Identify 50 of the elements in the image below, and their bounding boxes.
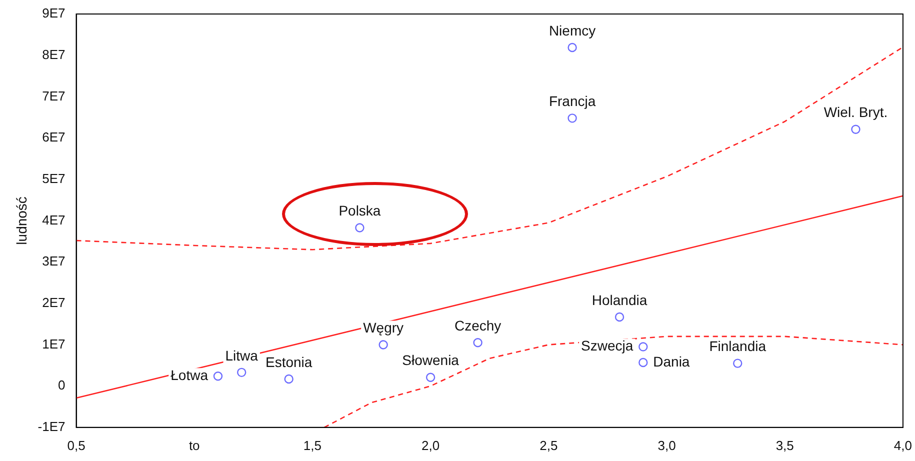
point — [733, 358, 742, 368]
point — [638, 358, 648, 368]
y-tick-label: 4E7 — [42, 212, 66, 228]
point — [213, 372, 223, 381]
x-tick-label: 0,5 — [67, 438, 86, 453]
y-tick-label: 3E7 — [42, 254, 66, 269]
annotation: Łotwa — [170, 367, 208, 383]
annotation: Holandia — [592, 292, 648, 308]
annotation: Niemcy — [548, 22, 596, 38]
x-tick-label: 1,5 — [303, 438, 322, 453]
annotation: Dania — [653, 353, 690, 370]
point — [378, 340, 388, 350]
y-tick-label: 1E7 — [42, 336, 66, 352]
annotation: Polska — [338, 202, 381, 219]
annotation: Estonia — [265, 354, 312, 370]
y-tick-label: 0 — [58, 378, 66, 393]
point — [284, 374, 294, 384]
y-tick-label: 6E7 — [42, 130, 66, 145]
point — [355, 223, 364, 232]
x-tick-label: 3,0 — [658, 438, 676, 453]
y-tick-label: 8E7 — [42, 46, 66, 62]
y-tick-label: 9E7 — [42, 6, 66, 21]
point — [473, 338, 482, 348]
annotation: Wiel. Bryt. — [824, 104, 888, 120]
point — [614, 312, 624, 322]
y-axis-title: ludność — [13, 196, 30, 245]
point — [851, 124, 860, 134]
point — [568, 42, 577, 52]
annotation: Francja — [548, 93, 596, 110]
x-tick-label: to — [188, 438, 200, 453]
y-tick-label: 2E7 — [42, 294, 66, 310]
x-tick-label: 3,5 — [776, 438, 794, 453]
line-series — [76, 46, 903, 250]
point — [638, 342, 648, 352]
annotation: Czechy — [454, 318, 502, 334]
x-tick-label: 2,0 — [422, 438, 440, 453]
x-tick-label: 4,0 — [894, 438, 912, 453]
line-series — [324, 336, 903, 428]
point — [426, 372, 436, 382]
point — [237, 368, 246, 378]
point — [568, 114, 577, 123]
annotation: Węgry — [363, 320, 404, 336]
y-tick-label: 5E7 — [42, 170, 66, 186]
annotation: Szwecja — [581, 338, 634, 354]
annotation: Litwa — [225, 347, 258, 364]
annotation: Finlandia — [709, 338, 766, 354]
x-tick-label: 2,5 — [540, 438, 558, 453]
annotation: Słowenia — [402, 352, 460, 368]
y-tick-label: -1E7 — [38, 418, 66, 434]
y-tick-label: 7E7 — [42, 88, 66, 104]
